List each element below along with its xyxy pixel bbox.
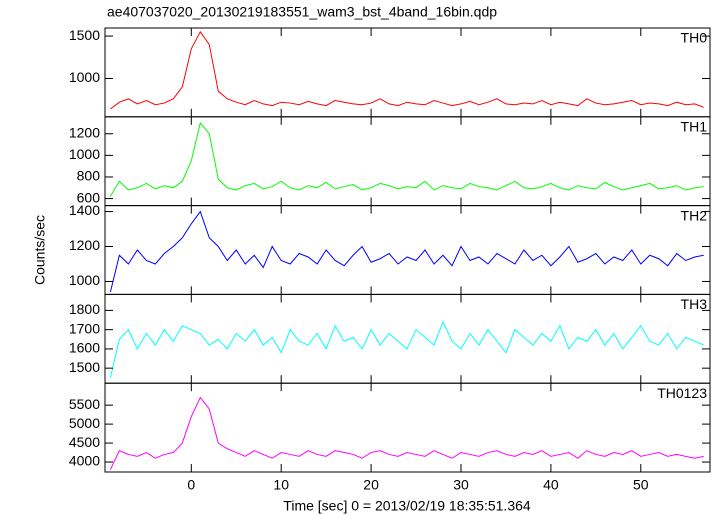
legend-label: TH3 xyxy=(681,296,708,312)
panel-frame xyxy=(104,382,711,473)
series-line xyxy=(109,121,704,197)
legend-label: TH1 xyxy=(681,119,708,135)
y-tick-label: 4500 xyxy=(69,434,100,450)
y-tick-label: 1800 xyxy=(69,301,100,317)
y-axis-label: Counts/sec xyxy=(32,215,48,285)
y-tick-label: 1000 xyxy=(69,146,100,162)
y-tick-label: 800 xyxy=(77,168,101,184)
panel-frame xyxy=(104,293,711,384)
panel-frame xyxy=(104,116,711,207)
x-tick-label: 20 xyxy=(363,477,379,493)
y-tick-label: 4000 xyxy=(69,453,100,469)
x-tick-label: 40 xyxy=(543,477,559,493)
y-tick-label: 600 xyxy=(77,189,101,205)
series-line xyxy=(109,396,704,470)
y-tick-label: 1700 xyxy=(69,320,100,336)
chart-title: ae407037020_20130219183551_wam3_bst_4ban… xyxy=(107,4,497,20)
x-axis-label: Time [sec] 0 = 2013/02/19 18:35:51.364 xyxy=(283,498,531,514)
x-tick-label: 10 xyxy=(273,477,289,493)
x-tick-label: 30 xyxy=(453,477,469,493)
x-tick-label: 50 xyxy=(633,477,649,493)
series-line xyxy=(110,30,704,110)
legend-label: TH0 xyxy=(681,30,708,46)
y-tick-label: 1500 xyxy=(69,27,100,43)
y-tick-label: 1000 xyxy=(69,272,100,288)
legend-label: TH0123 xyxy=(657,385,707,401)
series-line xyxy=(109,320,704,378)
panel-frame xyxy=(104,205,711,295)
y-tick-label: 1200 xyxy=(69,124,100,140)
series-line xyxy=(109,210,704,293)
y-tick-label: 1200 xyxy=(69,237,100,253)
x-tick-label: 0 xyxy=(187,477,195,493)
y-tick-label: 1600 xyxy=(69,340,100,356)
legend-label: TH2 xyxy=(681,207,708,223)
y-tick-label: 1000 xyxy=(69,69,100,85)
y-tick-label: 1400 xyxy=(69,202,100,218)
y-tick-label: 1500 xyxy=(69,359,100,375)
y-tick-label: 5500 xyxy=(69,396,100,412)
y-tick-label: 5000 xyxy=(69,415,100,431)
